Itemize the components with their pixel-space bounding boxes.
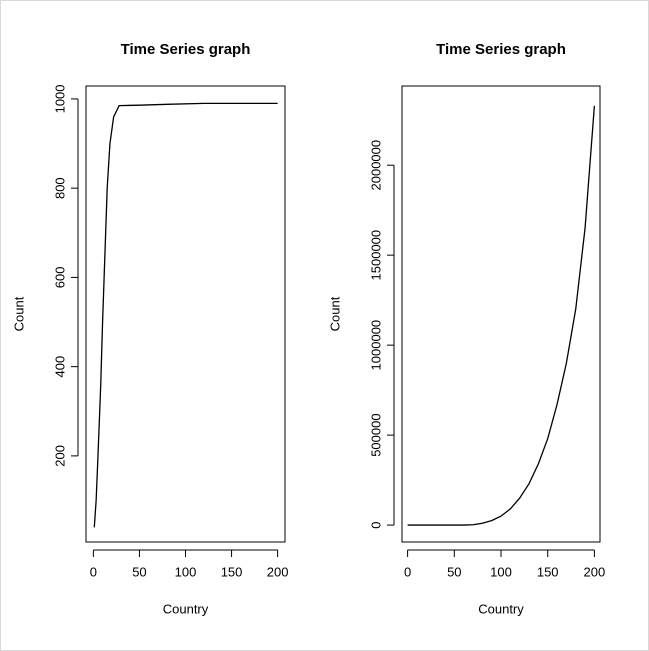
y-tick-label: 800 bbox=[52, 177, 67, 199]
plot-box bbox=[85, 85, 286, 543]
y-axis-label: Count bbox=[11, 296, 26, 331]
data-line bbox=[407, 105, 596, 526]
x-tick-label: 50 bbox=[447, 564, 461, 579]
x-axis-label: Country bbox=[478, 601, 524, 616]
x-axis-label: Country bbox=[163, 601, 209, 616]
x-tick-label: 50 bbox=[132, 564, 146, 579]
x-tick-label: 0 bbox=[90, 564, 97, 579]
y-tick-label: 2000000 bbox=[368, 140, 383, 191]
y-tick-label: 500000 bbox=[368, 413, 383, 456]
y-tick-label: 1000000 bbox=[368, 320, 383, 371]
y-axis-label: Count bbox=[327, 296, 342, 331]
x-tick-label: 100 bbox=[175, 564, 197, 579]
y-tick-label: 400 bbox=[52, 356, 67, 378]
data-line bbox=[93, 102, 278, 528]
y-tick-label: 600 bbox=[52, 267, 67, 289]
y-tick-label: 200 bbox=[52, 445, 67, 467]
plot-box bbox=[401, 85, 601, 543]
x-tick-label: 100 bbox=[490, 564, 512, 579]
y-tick-label: 1000 bbox=[52, 84, 67, 113]
x-tick-label: 150 bbox=[537, 564, 559, 579]
y-tick-label: 0 bbox=[368, 521, 383, 528]
x-tick-label: 200 bbox=[267, 564, 289, 579]
x-tick-label: 150 bbox=[221, 564, 243, 579]
chart-title: Time Series graph bbox=[121, 41, 251, 58]
x-tick-label: 0 bbox=[404, 564, 411, 579]
y-tick-label: 1500000 bbox=[368, 230, 383, 281]
chart-title: Time Series graph bbox=[436, 41, 566, 58]
x-tick-label: 200 bbox=[584, 564, 606, 579]
